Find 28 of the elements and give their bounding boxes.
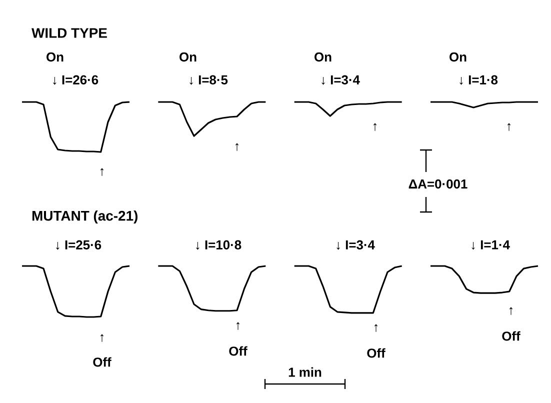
text: On: [46, 52, 64, 62]
text: ↓ I=25·6: [56, 240, 102, 250]
text: On: [180, 52, 196, 62]
text: ↓ I=26·6: [53, 75, 98, 85]
chart-title: MUTANT (ac-21): [32, 210, 138, 224]
text: ↑: [236, 322, 240, 330]
text: ↓ I=8·5: [190, 75, 228, 85]
text: ↑: [100, 334, 104, 342]
text: Off: [93, 357, 112, 367]
text: ΔA=0·001: [408, 179, 468, 189]
text: ↓ I=1·8: [460, 75, 498, 85]
text: ↓ I=1·4: [472, 240, 510, 250]
text: ↓ I=3·4: [336, 240, 375, 250]
text: ↓ I=10·8: [196, 240, 242, 250]
annotation: ↑: [235, 143, 239, 151]
text: Off: [229, 346, 248, 356]
annotation: ↑: [509, 307, 513, 315]
text: On: [450, 52, 466, 62]
annotation: ↑: [507, 123, 511, 131]
text: 1 min: [288, 367, 322, 377]
text: Off: [367, 348, 386, 358]
annotation: ↑: [373, 123, 377, 131]
text: ↑: [374, 324, 378, 332]
text: ↓ I=3·4: [322, 75, 360, 85]
chart-title: WILD TYPE: [32, 28, 107, 38]
text: ↑: [100, 168, 104, 176]
text: On: [314, 52, 332, 62]
text: Off: [502, 331, 520, 341]
